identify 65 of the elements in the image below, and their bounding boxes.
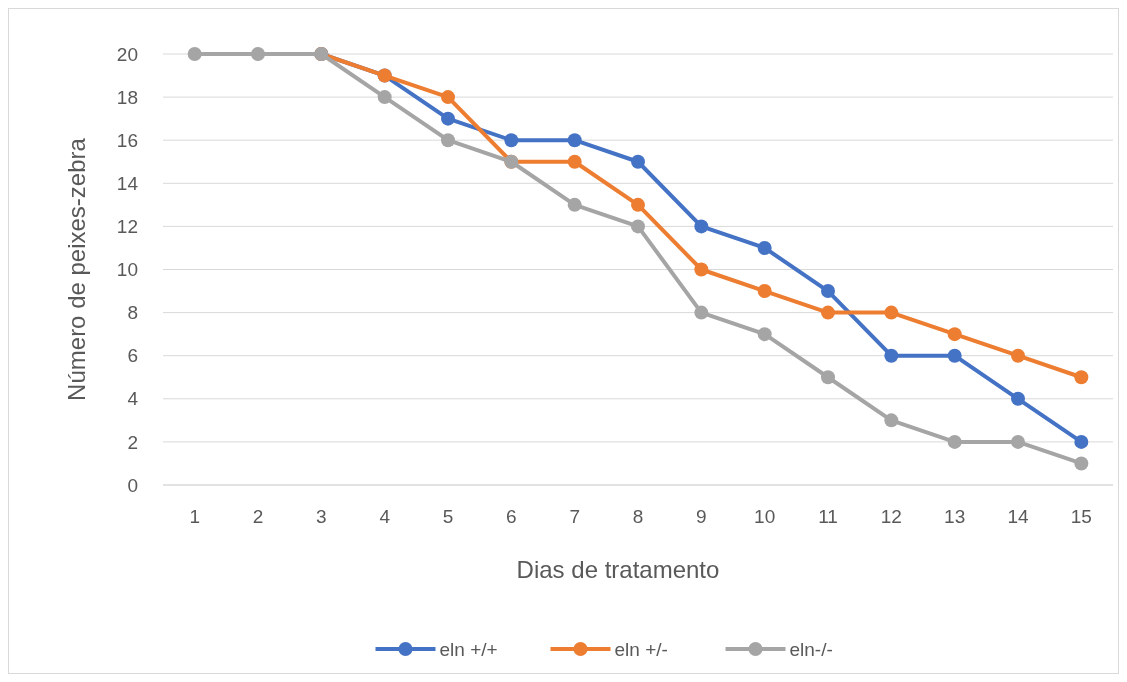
x-tick-label: 11 — [818, 506, 838, 527]
point — [441, 111, 455, 126]
point — [441, 90, 455, 105]
point — [884, 413, 899, 428]
point — [1011, 391, 1025, 406]
y-tick-label: 20 — [116, 43, 138, 65]
point — [567, 154, 582, 169]
x-tick-label: 12 — [880, 506, 902, 527]
point — [187, 47, 202, 61]
y-tick-label: 8 — [127, 302, 138, 324]
x-tick-label: 8 — [632, 506, 644, 527]
y-tick-label: 0 — [127, 474, 138, 496]
y-tick-label: 18 — [116, 86, 138, 108]
point — [567, 197, 582, 212]
y-tick-label: 14 — [116, 172, 139, 194]
y-tick-label: 12 — [116, 216, 138, 238]
point — [1074, 434, 1089, 449]
point — [757, 327, 772, 342]
point — [884, 305, 899, 320]
x-axis-title: Dias de tratamento — [516, 556, 720, 583]
point — [947, 348, 962, 363]
point — [1011, 348, 1025, 363]
point — [631, 154, 645, 169]
point — [821, 284, 835, 299]
x-tick-label: 5 — [442, 506, 454, 527]
point — [947, 327, 962, 342]
legend-label: eln-/- — [789, 638, 833, 660]
x-tick-label: 4 — [379, 506, 391, 527]
point — [377, 90, 392, 105]
point — [694, 305, 709, 320]
point — [694, 219, 709, 234]
point — [694, 262, 709, 277]
point — [1074, 370, 1089, 385]
point — [821, 305, 835, 320]
point — [1011, 434, 1025, 449]
x-tick-label: 1 — [189, 506, 200, 527]
y-tick-label: 6 — [127, 345, 138, 367]
point — [504, 133, 519, 148]
point — [757, 240, 772, 255]
point — [567, 133, 582, 148]
y-axis-title: Número de peixes-zebra — [63, 137, 90, 401]
legend-label: eln +/+ — [439, 638, 498, 660]
y-tick-label: 10 — [116, 259, 138, 281]
point — [884, 348, 899, 363]
point — [631, 197, 645, 212]
x-tick-label: 14 — [1007, 506, 1029, 527]
x-tick-label: 15 — [1070, 506, 1092, 527]
point — [947, 434, 962, 449]
y-tick-label: 4 — [127, 388, 139, 410]
point — [441, 133, 455, 148]
x-tick-label: 10 — [754, 506, 776, 527]
y-tick-label: 2 — [127, 431, 138, 453]
legend-label: eln +/- — [614, 638, 668, 660]
x-tick-label: 2 — [252, 506, 264, 527]
x-tick-label: 13 — [944, 506, 966, 527]
x-tick-label: 6 — [506, 506, 517, 527]
point — [821, 370, 835, 385]
point — [757, 284, 772, 299]
y-tick-label: 16 — [116, 129, 138, 151]
point — [251, 47, 265, 61]
x-tick-label: 3 — [316, 506, 327, 527]
x-tick-label: 9 — [696, 506, 707, 527]
x-tick-label: 7 — [569, 506, 580, 527]
point — [1074, 456, 1089, 471]
point — [631, 219, 645, 234]
